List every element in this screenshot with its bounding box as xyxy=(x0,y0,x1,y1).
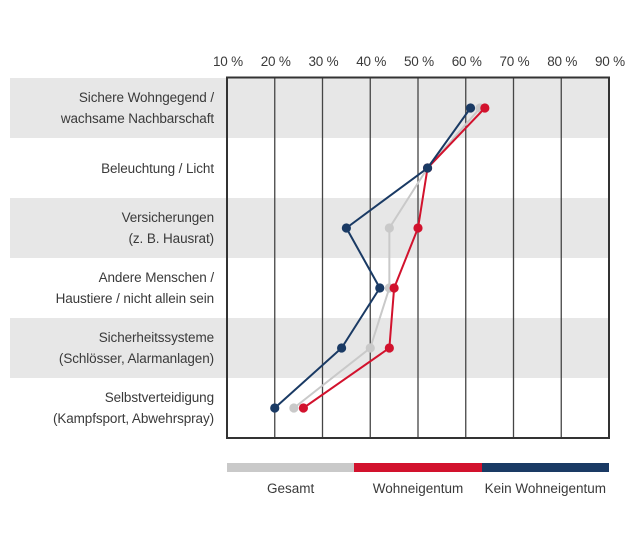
x-axis-tick-label: 90 % xyxy=(595,54,625,69)
row-band xyxy=(10,318,609,378)
x-axis-tick-label: 10 % xyxy=(213,54,243,69)
category-label-line: Beleuchtung / Licht xyxy=(101,160,214,176)
data-point-gesamt xyxy=(384,223,394,233)
row-band xyxy=(10,198,609,258)
legend-label: Kein Wohneigentum xyxy=(484,481,606,496)
category-label-line: Selbstverteidigung xyxy=(104,390,214,405)
x-axis-tick-label: 50 % xyxy=(404,54,434,69)
category-label-line: (Schlösser, Alarmanlagen) xyxy=(58,351,214,366)
category-label: Beleuchtung / Licht xyxy=(0,138,214,198)
series-line-wohneigentum xyxy=(302,107,486,409)
category-label: Selbstverteidigung (Kampfsport, Abwehrspr… xyxy=(0,378,214,438)
legend-label: Gesamt xyxy=(267,481,315,496)
category-label: Sichere Wohngegend / wachsame Nachbarscha… xyxy=(0,78,214,138)
data-point-wohneigentum xyxy=(389,283,399,293)
legend-swatch-kein-wohneigentum xyxy=(481,463,609,472)
series-line-kein-wohneigentum xyxy=(274,107,472,409)
data-point-kein-wohneigentum xyxy=(422,163,433,173)
data-point-wohneigentum xyxy=(384,343,394,353)
x-axis-tick-label: 80 % xyxy=(547,54,578,69)
data-point-kein-wohneigentum xyxy=(375,283,385,293)
data-point-wohneigentum xyxy=(413,223,423,233)
category-label: Sicherheitssysteme (Schlösser, Alarmanlag… xyxy=(0,318,214,378)
legend-swatch-gesamt xyxy=(227,463,355,472)
category-label: Andere Menschen / Haustiere / nicht allei… xyxy=(0,258,215,318)
row-band xyxy=(10,78,609,138)
x-axis-tick-label: 60 % xyxy=(451,54,482,69)
category-label-line: Andere Menschen / xyxy=(98,270,214,285)
data-point-wohneigentum xyxy=(480,103,490,113)
category-label-line: wachsame Nachbarschaft xyxy=(60,111,214,126)
data-point-kein-wohneigentum xyxy=(341,223,351,233)
legend-swatch-wohneigentum xyxy=(354,463,482,472)
x-axis-tick-label: 20 % xyxy=(260,54,291,69)
category-label-line: Versicherungen xyxy=(121,210,215,225)
data-point-wohneigentum xyxy=(298,403,308,413)
category-label: Versicherungen (z. B. Hausrat) xyxy=(0,198,215,258)
data-point-kein-wohneigentum xyxy=(270,403,280,413)
data-point-kein-wohneigentum xyxy=(337,343,347,353)
x-axis-tick-label: 30 % xyxy=(308,54,339,69)
x-axis-tick-label: 70 % xyxy=(499,54,530,69)
x-axis-tick-label: 40 % xyxy=(356,54,387,69)
category-label-line: Sichere Wohngegend / xyxy=(78,90,214,105)
data-point-kein-wohneigentum xyxy=(465,103,476,113)
category-label-line: (Kampfsport, Abwehrspray) xyxy=(52,411,214,426)
data-point-gesamt xyxy=(365,343,375,353)
legend-label: Wohneigentum xyxy=(372,481,464,496)
category-label-line: Sicherheitssysteme xyxy=(98,330,214,345)
plot-border xyxy=(226,76,610,439)
category-label-line: Haustiere / nicht allein sein xyxy=(55,291,215,306)
category-label-line: (z. B. Hausrat) xyxy=(128,231,214,246)
data-point-gesamt xyxy=(289,403,299,413)
